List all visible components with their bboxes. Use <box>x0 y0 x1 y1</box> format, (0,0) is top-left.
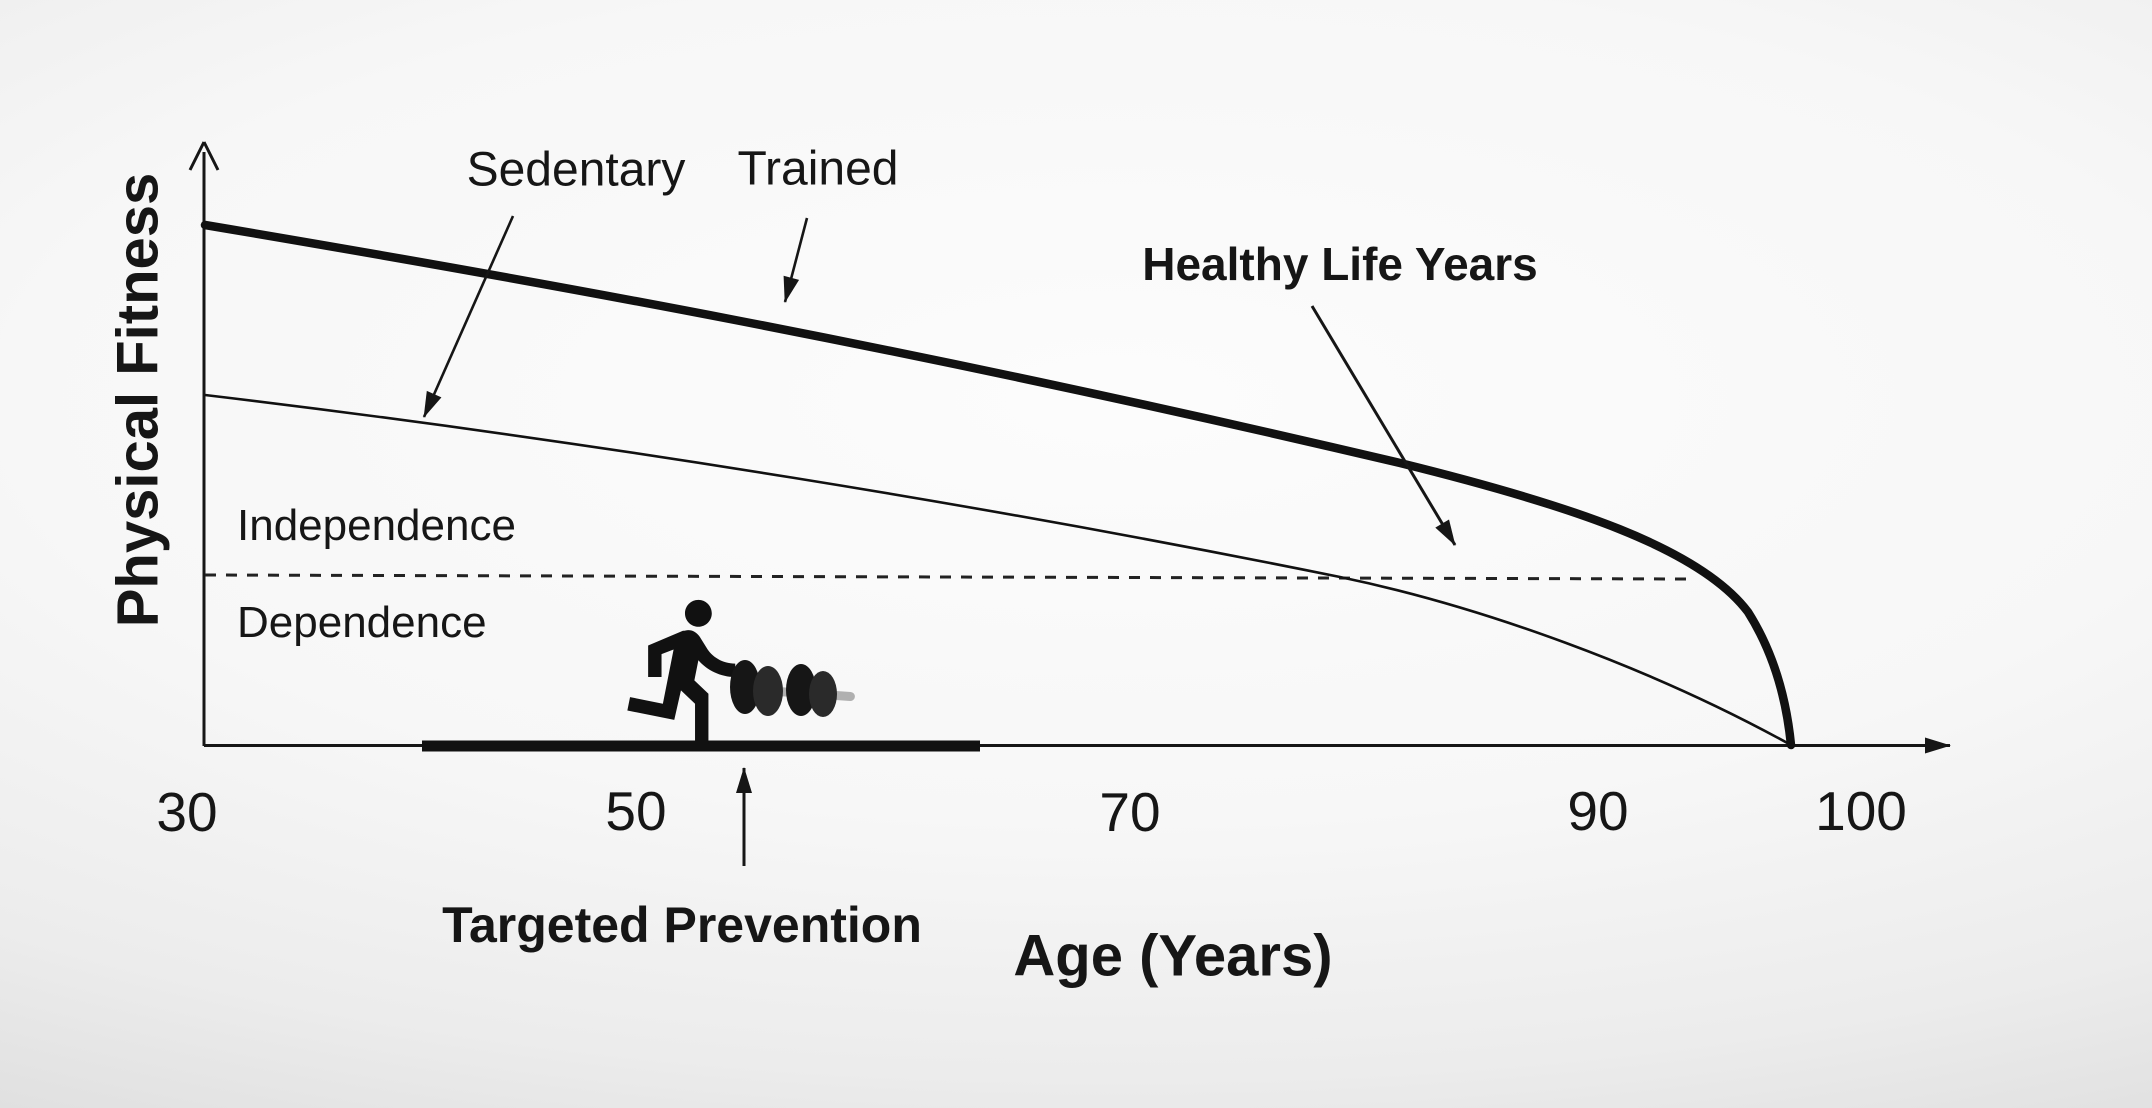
dumbbell-icon <box>730 660 855 717</box>
x-axis-tick-label: 70 <box>1099 781 1161 843</box>
trained-arrow <box>783 217 809 303</box>
x-axis-tick-label: 90 <box>1567 780 1629 842</box>
targeted-prevention-bar <box>422 740 980 752</box>
independence-label: Independence <box>237 501 516 550</box>
sedentary-arrow <box>422 215 515 418</box>
trained-label: Trained <box>737 142 899 196</box>
targeted-prevention-label: Targeted Prevention <box>442 897 922 953</box>
runner-icon <box>627 599 736 744</box>
x-axis-title: Age (Years) <box>1013 923 1333 989</box>
x-axis-tick-label: 50 <box>605 780 667 842</box>
x-axis-tick-label: 30 <box>156 781 218 843</box>
dependence-label: Dependence <box>237 598 487 647</box>
x-axis-tick-label: 100 <box>1815 780 1907 842</box>
sedentary-curve <box>204 393 1792 747</box>
healthy-life-years-arrow <box>1310 305 1457 546</box>
y-axis-title: Physical Fitness <box>105 172 171 628</box>
sedentary-label: Sedentary <box>466 143 686 197</box>
trained-curve <box>200 220 1796 750</box>
independence-threshold-line <box>204 573 1689 581</box>
y-axis-arrowhead-icon <box>188 141 220 171</box>
healthy-life-years-label: Healthy Life Years <box>1142 238 1538 290</box>
